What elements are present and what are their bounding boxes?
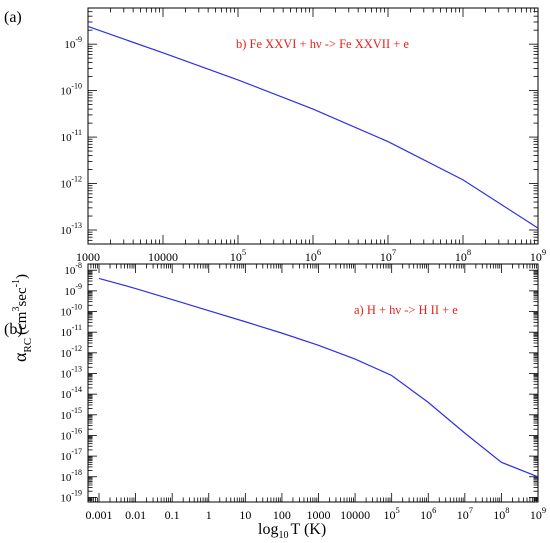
panel-a-tick-labels: 1000 10000 105 106 107 108 109 10-9 10-10 10-11 10… — [60, 35, 546, 264]
y-tick-label: 10-18 — [60, 468, 82, 484]
panel-b-series-line — [98, 277, 539, 478]
x-tick-label: 10 — [239, 508, 251, 522]
panel-b: 0.001 0.01 0.1 1 10 100 1000 10000 105 106 107 108 1… — [60, 261, 546, 522]
x-axis-label-main: log — [258, 521, 278, 538]
y-tick-label: 10-9 — [64, 35, 82, 51]
y-tick-label: 10-11 — [61, 128, 82, 144]
x-tick-label: 0.001 — [86, 508, 113, 522]
panel-a-tag: (a) — [4, 9, 22, 26]
x-tick-label: 109 — [530, 247, 546, 264]
y-tick-label: 10-10 — [60, 303, 82, 319]
y-axis-label-sub: RC — [22, 338, 34, 353]
x-tick-label: 1000 — [307, 508, 331, 522]
y-tick-label: 10-19 — [60, 488, 82, 504]
x-tick-label: 0.01 — [125, 508, 146, 522]
x-tick-label: 107 — [457, 505, 473, 522]
y-tick-label: 10-11 — [61, 323, 82, 339]
x-tick-label: 108 — [455, 247, 471, 264]
x-tick-label: 106 — [305, 247, 321, 264]
y-tick-label: 10-17 — [60, 447, 82, 463]
panel-a-ticks — [87, 7, 538, 245]
panel-b-tick-labels: 0.001 0.01 0.1 1 10 100 1000 10000 105 106 107 108 1… — [60, 261, 546, 522]
x-axis-label-sub: 10 — [278, 530, 288, 541]
y-tick-label: 10-13 — [60, 221, 82, 237]
x-tick-label: 106 — [420, 505, 436, 522]
svg-text:αRC(cm3sec-1): αRC (cm3sec-1) — [10, 274, 34, 362]
x-tick-label: 105 — [230, 247, 246, 264]
x-axis-label-rest: T (K) — [290, 521, 326, 538]
x-tick-label: 0.1 — [165, 508, 180, 522]
panel-a-series-line — [87, 25, 539, 229]
y-axis-label-unit-sup: 3 — [11, 307, 22, 312]
panel-b-tag: (b) — [4, 321, 23, 338]
y-tick-label: 10-12 — [60, 344, 82, 360]
x-tick-label: 10000 — [340, 508, 370, 522]
x-tick-label: 108 — [493, 505, 509, 522]
panel-a: 1000 10000 105 106 107 108 109 10-9 10-10 10-11 10… — [60, 7, 546, 264]
y-tick-label: 10-12 — [60, 175, 82, 191]
y-tick-label: 10-13 — [60, 364, 82, 380]
y-tick-label: 10-15 — [60, 406, 82, 422]
y-axis-label-main: α — [10, 352, 30, 362]
y-axis-label-unit2: sec — [14, 287, 30, 306]
x-tick-label: 1 — [206, 508, 212, 522]
panel-b-annotation: a) H + hν -> H II + e — [354, 303, 458, 317]
y-tick-label: 10-9 — [64, 282, 82, 298]
y-axis-label: αRC (cm3sec-1) — [10, 274, 34, 362]
y-axis-label-unit2-sup: -1 — [11, 279, 22, 287]
x-tick-label: 105 — [384, 505, 400, 522]
x-axis-label: log10 T (K) — [258, 521, 326, 541]
y-tick-label: 10-10 — [60, 82, 82, 98]
y-tick-label: 10-14 — [60, 385, 82, 401]
panel-b-ticks — [87, 263, 538, 503]
x-tick-label: 10000 — [148, 250, 178, 264]
y-tick-label: 10-8 — [64, 261, 82, 277]
y-tick-label: 10-16 — [60, 426, 82, 442]
panel-a-annotation: b) Fe XXVI + hν -> Fe XXVII + e — [236, 37, 409, 51]
y-axis-label-close: ) — [14, 274, 30, 279]
x-tick-label: 109 — [530, 505, 546, 522]
x-tick-label: 107 — [380, 247, 396, 264]
x-tick-label: 100 — [273, 508, 291, 522]
panel-b-frame — [87, 263, 539, 503]
y-axis-label-unit: (cm — [14, 311, 30, 335]
x-tick-label: 1000 — [76, 250, 100, 264]
